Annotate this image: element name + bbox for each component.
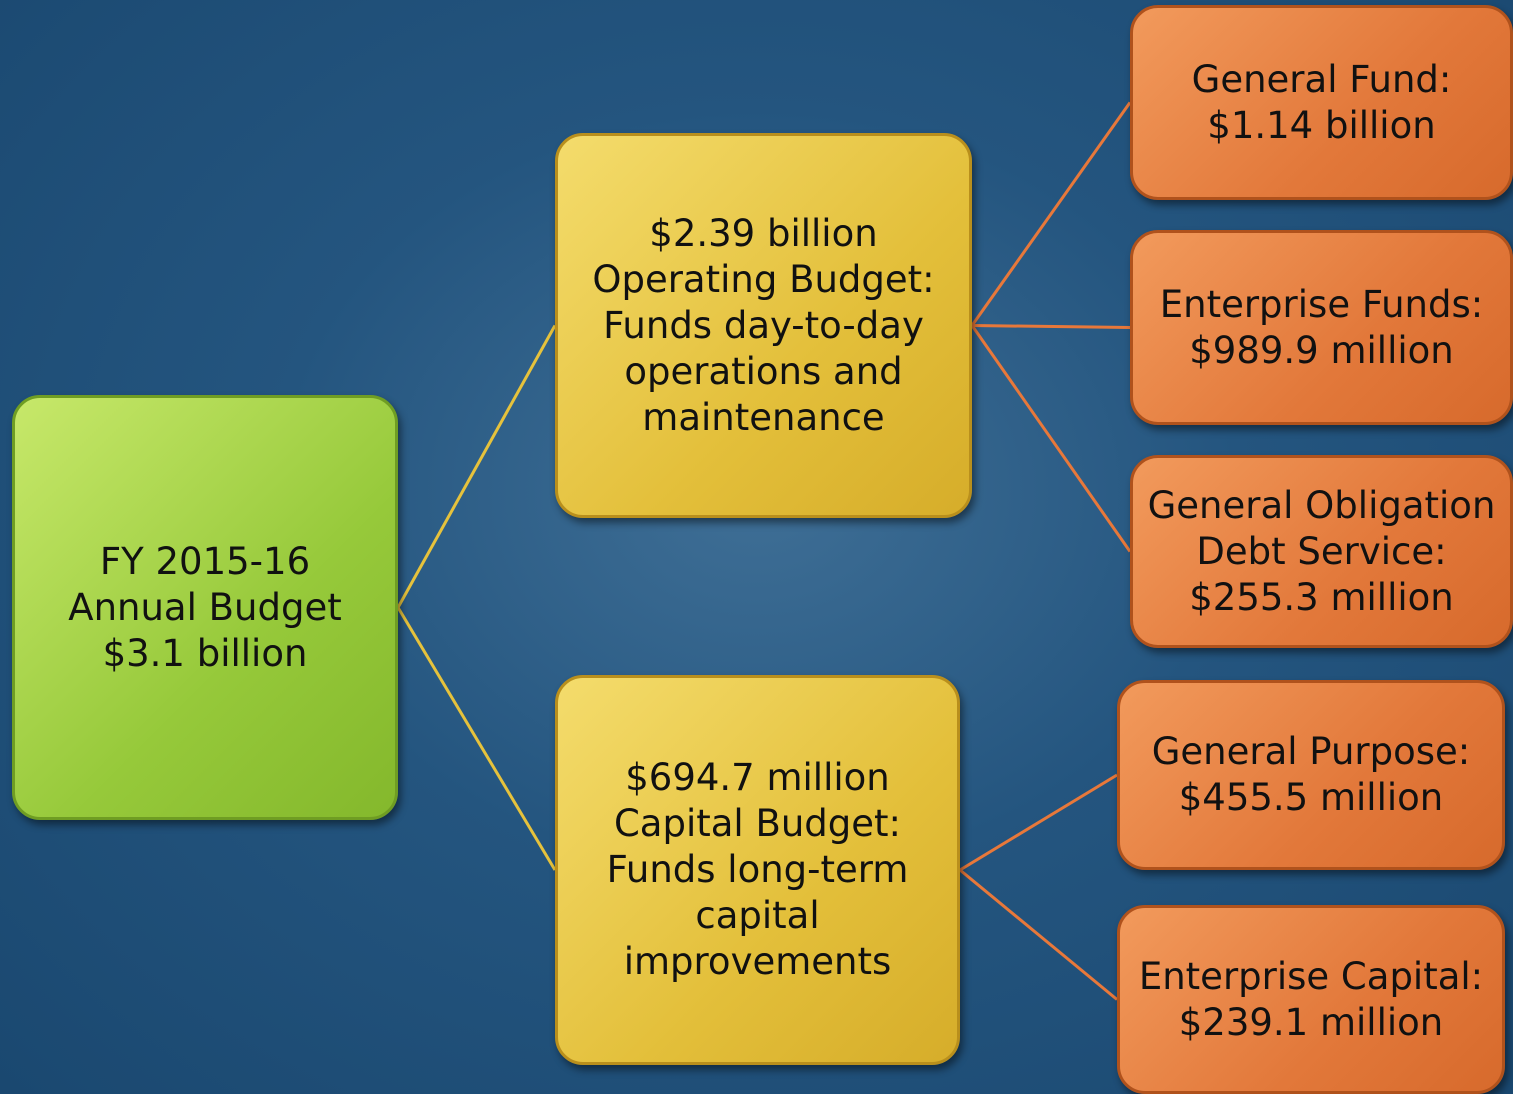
connector — [959, 773, 1118, 872]
node-text: $239.1 million — [1178, 1000, 1444, 1044]
node-text: Annual Budget — [68, 585, 342, 629]
node-text: General Obligation — [1147, 483, 1496, 527]
node-text: $3.1 billion — [102, 631, 308, 675]
budget-node: General Purpose: $455.5 million — [1117, 680, 1505, 870]
node-text: General Purpose: — [1151, 730, 1471, 773]
node-text: Funds long-term — [606, 848, 909, 891]
connector — [959, 868, 1118, 1001]
connector — [396, 324, 557, 609]
budget-node: Enterprise Funds: $989.9 million — [1130, 230, 1513, 425]
budget-node: General Obligation Debt Service: $255.3 mi… — [1130, 455, 1513, 648]
node-text: $455.5 million — [1178, 776, 1444, 819]
node-text: $694.7 million — [625, 756, 890, 799]
node-text: operations and — [624, 349, 903, 393]
budget-node: FY 2015-16 Annual Budget $3.1 billion — [12, 395, 398, 820]
budget-node: $694.7 million Capital Budget: Funds long-… — [555, 675, 960, 1065]
node-text: Funds day-to-day — [603, 303, 924, 347]
node-text: Enterprise Funds: — [1159, 282, 1484, 326]
node-text: Debt Service: — [1196, 529, 1447, 573]
node-text: $1.14 billion — [1207, 103, 1436, 147]
budget-node: Enterprise Capital: $239.1 million — [1117, 905, 1505, 1094]
node-text: $989.9 million — [1189, 328, 1454, 372]
budget-node: $2.39 billion Operating Budget: Funds day-… — [555, 133, 972, 518]
node-text: Enterprise Capital: — [1138, 954, 1484, 998]
budget-node: General Fund: $1.14 billion — [1130, 5, 1513, 200]
connector — [396, 606, 557, 871]
node-text: improvements — [623, 940, 892, 983]
node-text: $2.39 billion — [649, 211, 878, 255]
node-text: $255.3 million — [1189, 575, 1454, 619]
node-text: capital — [695, 894, 820, 937]
connector — [970, 324, 1132, 553]
connector — [971, 324, 1131, 329]
node-text: Capital Budget: — [613, 802, 902, 845]
connector — [970, 101, 1132, 327]
node-text: maintenance — [642, 395, 885, 439]
node-text: FY 2015-16 — [99, 539, 311, 583]
node-text: General Fund: — [1191, 57, 1452, 101]
node-text: Operating Budget: — [592, 257, 935, 301]
